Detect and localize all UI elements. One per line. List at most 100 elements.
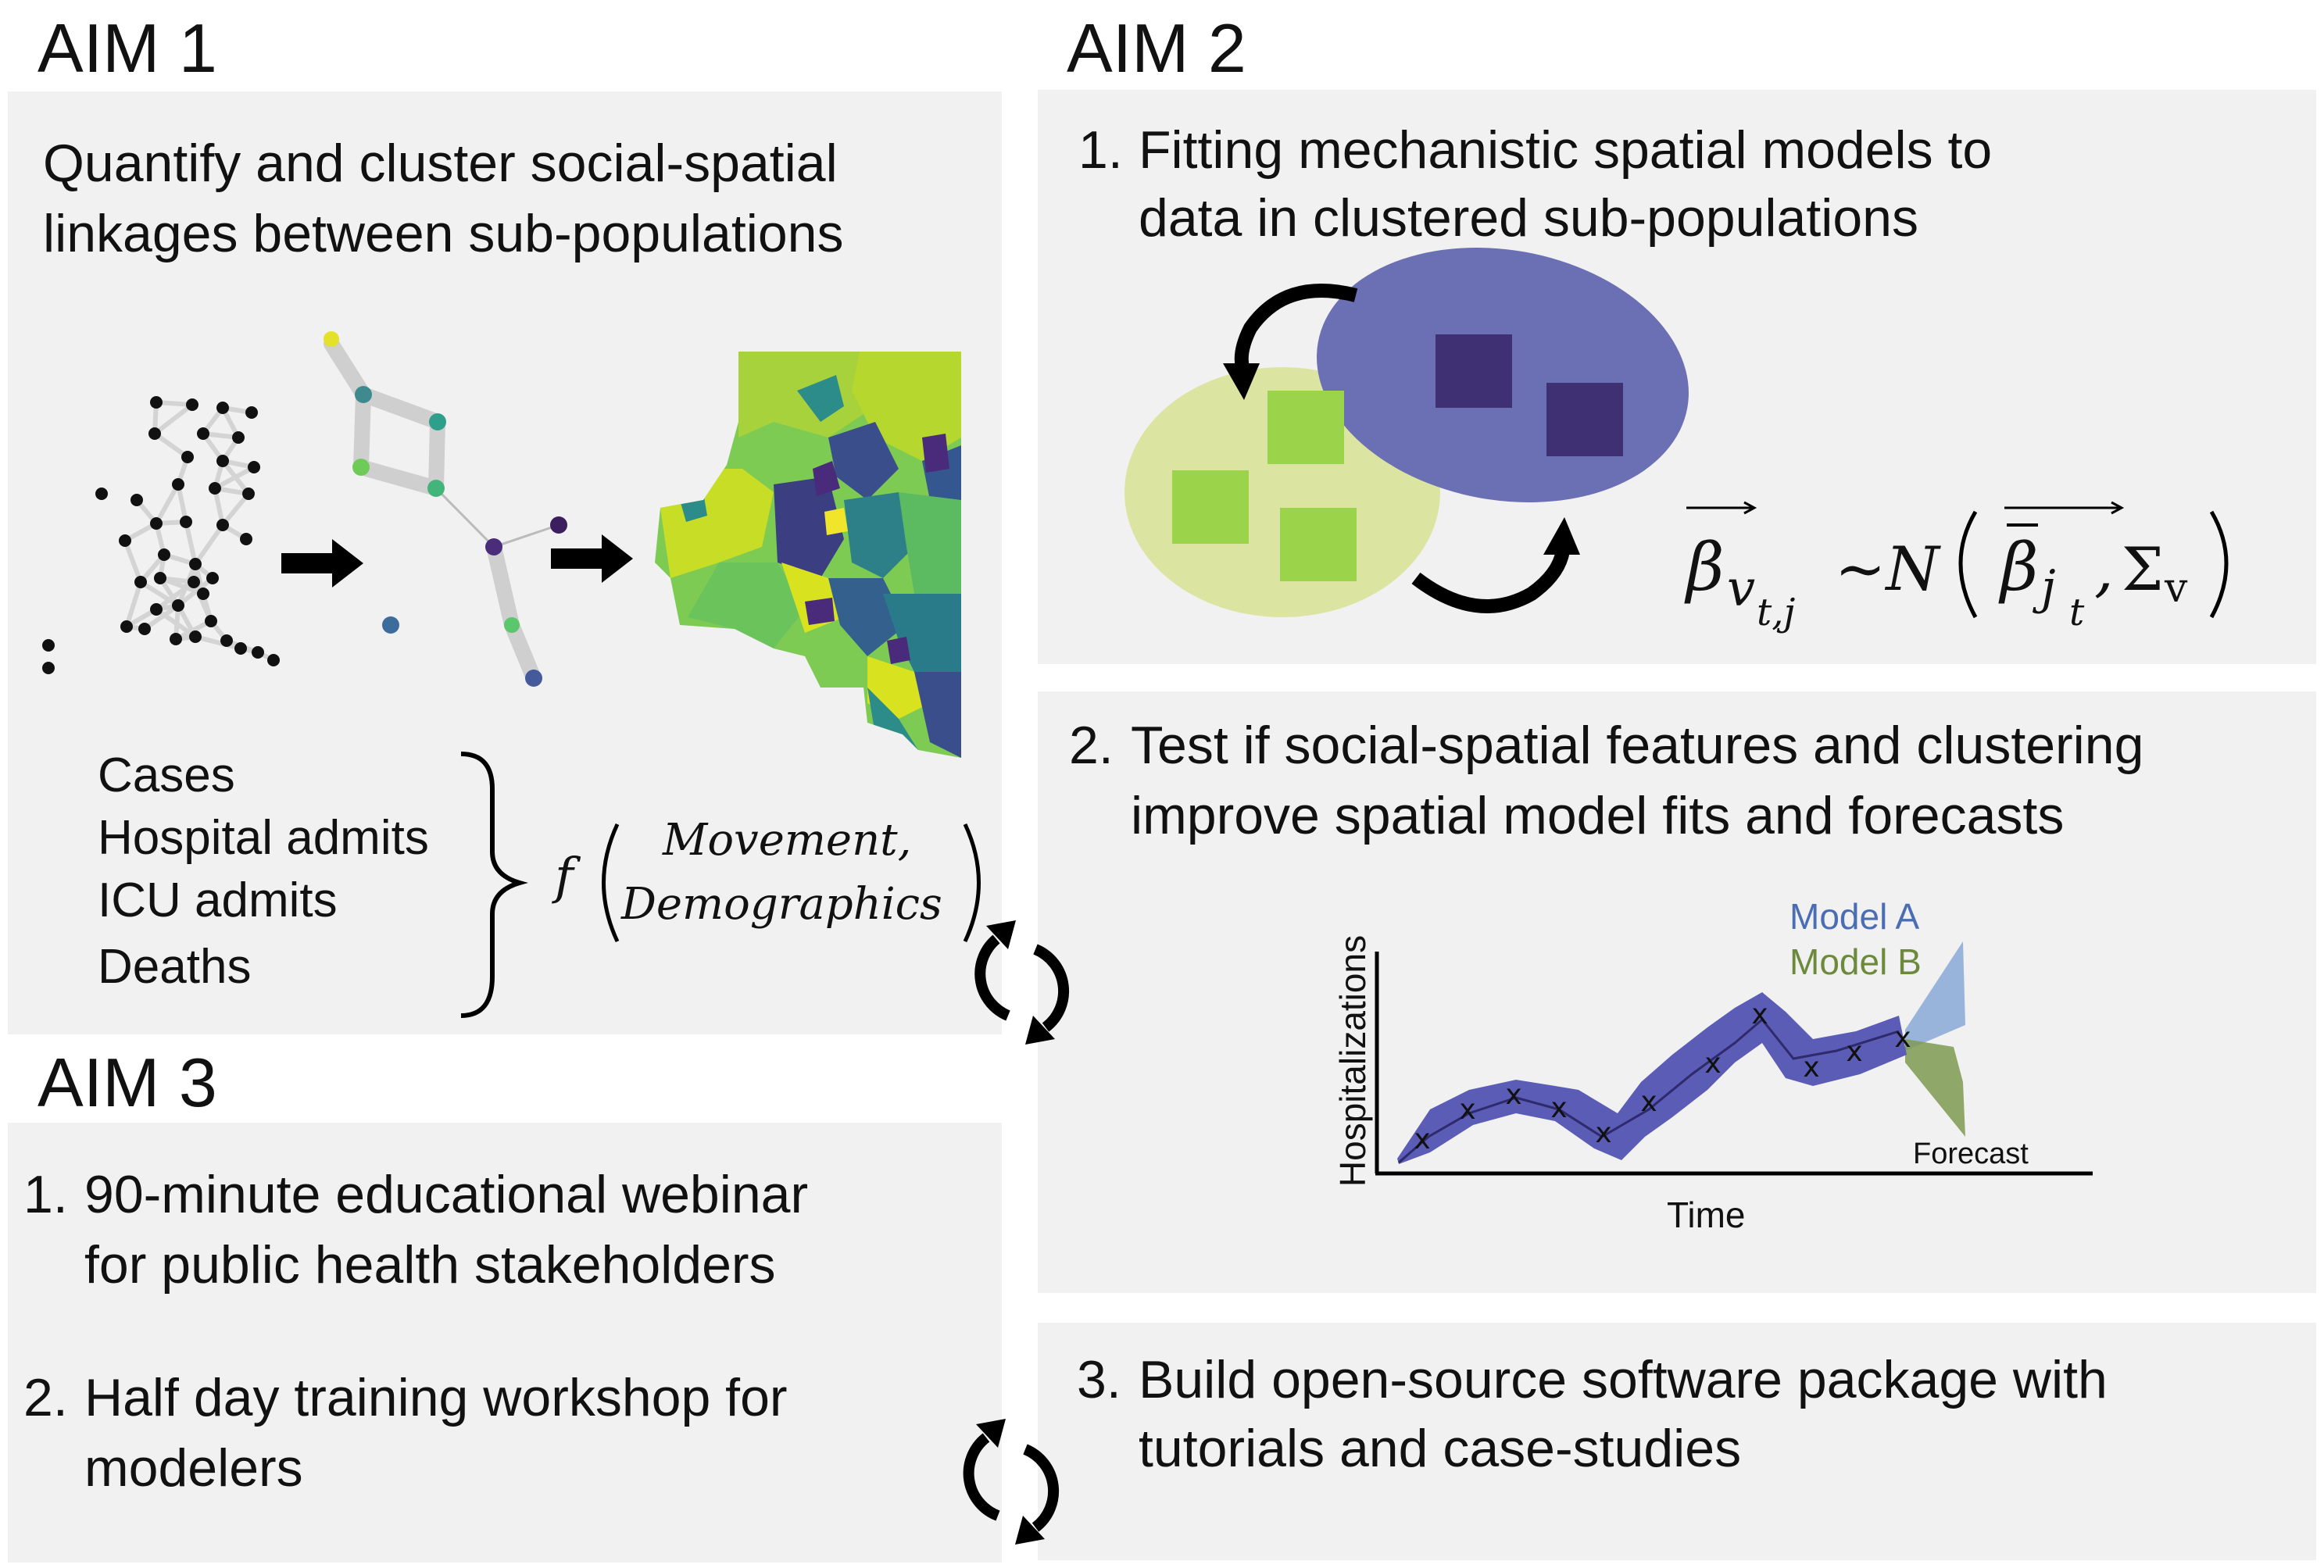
- network-edge: [220, 492, 251, 527]
- svg-text:x: x: [1505, 1079, 1521, 1111]
- aim3-item2-line1: Half day training workshop for: [84, 1368, 788, 1427]
- network-node: [220, 634, 233, 647]
- svg-text:x: x: [1894, 1022, 1911, 1054]
- aim3-item1-line1: 90-minute educational webinar: [84, 1165, 809, 1224]
- aim2-panel-2: [1038, 691, 2316, 1293]
- aim3-item2-line2: modelers: [84, 1438, 303, 1498]
- aim2-item1-line1: Fitting mechanistic spatial models to: [1139, 120, 1993, 180]
- network-edge: [213, 465, 256, 491]
- network-edge: [176, 484, 188, 523]
- formula-tilde-n: ~N: [1835, 534, 1941, 605]
- aim2-panel-3: [1038, 1323, 2316, 1560]
- svg-text:x: x: [1550, 1092, 1567, 1124]
- svg-text:x: x: [1751, 998, 1768, 1030]
- network-node: [158, 548, 170, 561]
- aim2-title: AIM 2: [1067, 9, 1246, 87]
- arrow-right-icon: [551, 534, 633, 583]
- network-node: [188, 576, 200, 588]
- network-edge: [153, 402, 194, 436]
- network-edge: [193, 523, 225, 566]
- network-node: [216, 455, 229, 467]
- cycle-arrows-icon: [963, 1433, 1060, 1532]
- network-node: [186, 398, 198, 411]
- network-node: [150, 396, 163, 409]
- aim2-item3-line1: Build open-source software package with: [1139, 1350, 2108, 1409]
- legend-model-b: Model B: [1789, 941, 1922, 982]
- chart-x-axis-label: Time: [1667, 1195, 1746, 1235]
- network-node: [134, 576, 147, 588]
- aim1-title: AIM 1: [38, 9, 217, 87]
- network-node: [42, 662, 55, 674]
- formula-sub-v: v: [1727, 560, 1755, 618]
- network-node: [189, 558, 202, 570]
- network-node: [242, 488, 255, 500]
- network-node: [119, 534, 131, 547]
- function-arg-demographics: Demographics: [621, 879, 942, 930]
- network-edge: [143, 603, 180, 631]
- network-node: [248, 461, 260, 473]
- network-node: [232, 431, 245, 444]
- network-node: [170, 633, 182, 645]
- network-node: [206, 572, 219, 584]
- svg-text:x: x: [1414, 1123, 1430, 1155]
- network-edge: [155, 580, 195, 612]
- formula-beta-bar: β: [1998, 529, 2039, 605]
- svg-text:x: x: [1803, 1052, 1819, 1084]
- svg-text:x: x: [1640, 1086, 1657, 1118]
- model-a-forecast-band: [1905, 941, 1965, 1051]
- outcome-deaths: Deaths: [98, 940, 252, 994]
- outcome-hospital-admits: Hospital admits: [98, 811, 429, 865]
- svg-text:x: x: [1846, 1036, 1862, 1068]
- network-node: [131, 494, 143, 506]
- svg-text:x: x: [1595, 1117, 1611, 1149]
- aim1-heading-line1: Quantify and cluster social-spatial: [43, 134, 838, 193]
- network-node: [150, 603, 163, 616]
- formula-beta: β: [1684, 529, 1725, 605]
- network-edge: [139, 580, 180, 608]
- svg-text:x: x: [1704, 1048, 1721, 1080]
- curved-arrow-icon: [1411, 517, 1580, 613]
- network-node: [197, 588, 209, 600]
- network-edge: [177, 576, 214, 608]
- network-edge: [154, 483, 181, 525]
- svg-text:x: x: [1459, 1094, 1475, 1126]
- network-edge: [191, 580, 213, 623]
- network-node: [180, 516, 192, 528]
- outcome-icu-admits: ICU admits: [98, 873, 338, 927]
- network-edge: [195, 634, 241, 651]
- model-b-forecast-band: [1905, 1039, 1965, 1137]
- formula-sigma-sub: v: [2164, 565, 2188, 612]
- network-node: [267, 654, 280, 666]
- network-node: [216, 519, 229, 531]
- formula-sigma: Σ: [2122, 534, 2164, 604]
- network-edge: [213, 488, 225, 526]
- network-node: [172, 599, 184, 612]
- network-edge: [184, 521, 198, 565]
- network-node: [42, 639, 55, 652]
- network-node: [138, 623, 151, 635]
- outcome-cases: Cases: [98, 748, 235, 802]
- aim2-item2-line2: improve spatial model fits and forecasts: [1131, 786, 2065, 845]
- aim2-item3-line2: tutorials and case-studies: [1139, 1419, 1742, 1478]
- network-node: [240, 533, 252, 545]
- network-node: [172, 478, 184, 491]
- network-node: [205, 615, 217, 627]
- function-f: f: [555, 848, 574, 905]
- network-node: [95, 488, 108, 500]
- network-node: [189, 630, 202, 643]
- network-edge: [124, 581, 143, 627]
- model-a-mean-line: [1398, 1017, 1900, 1164]
- network-node: [120, 620, 133, 633]
- network-node: [197, 427, 209, 440]
- aim2-item1-line2: data in clustered sub-populations: [1139, 188, 1918, 248]
- aim1-heading-line2: linkages between sub-populations: [43, 204, 844, 263]
- curved-arrow-icon: [1223, 284, 1358, 400]
